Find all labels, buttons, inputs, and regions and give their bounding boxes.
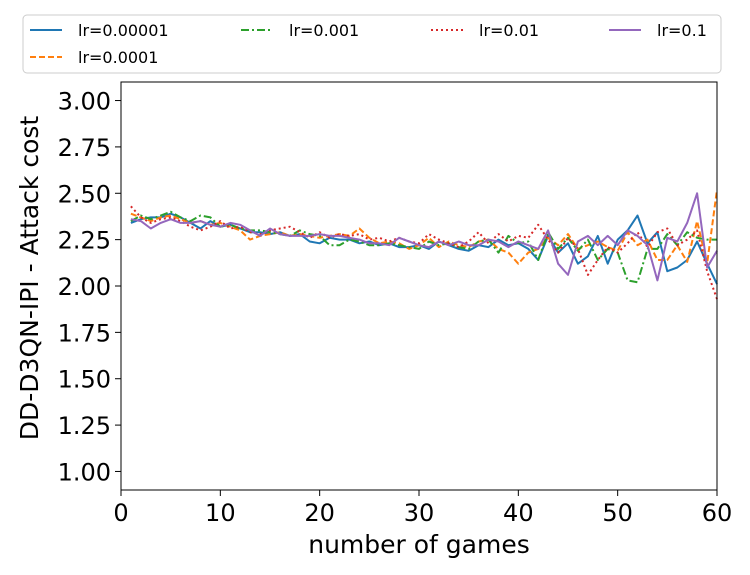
x-tick-label: 50 bbox=[602, 499, 633, 527]
legend-label-4: lr=0.1 bbox=[657, 21, 707, 40]
plot-lines bbox=[130, 189, 718, 300]
x-tick-label: 60 bbox=[702, 499, 733, 527]
x-axis: 0 10 20 30 40 50 60 bbox=[113, 490, 732, 527]
y-tick-label: 2.25 bbox=[58, 227, 111, 255]
legend-label-2: lr=0.001 bbox=[289, 21, 359, 40]
x-tick-label: 20 bbox=[304, 499, 335, 527]
series-line-4 bbox=[130, 192, 718, 282]
x-tick-label: 40 bbox=[503, 499, 534, 527]
x-tick-label: 0 bbox=[113, 499, 128, 527]
legend: lr=0.00001 lr=0.0001 lr=0.001 lr=0.01 lr=0.1 bbox=[22, 14, 722, 74]
legend-label-0: lr=0.00001 bbox=[78, 21, 169, 40]
series-line-3 bbox=[130, 205, 718, 300]
y-axis: 1.00 1.25 1.50 1.75 2.00 2.25 2.50 2.75 3.00 bbox=[58, 88, 121, 486]
x-tick-label: 10 bbox=[205, 499, 236, 527]
x-tick-label: 30 bbox=[404, 499, 435, 527]
legend-box bbox=[22, 14, 722, 74]
y-tick-label: 3.00 bbox=[58, 88, 111, 116]
y-tick-label: 2.00 bbox=[58, 273, 111, 301]
y-axis-label: DD-D3QN-IPI - Attack cost bbox=[15, 116, 44, 441]
plot-frame bbox=[120, 81, 718, 491]
y-tick-label: 1.25 bbox=[58, 412, 111, 440]
y-tick-label: 2.75 bbox=[58, 134, 111, 162]
y-tick-label: 1.50 bbox=[58, 366, 111, 394]
y-tick-label: 2.50 bbox=[58, 180, 111, 208]
y-tick-label: 1.75 bbox=[58, 319, 111, 347]
x-axis-label: number of games bbox=[308, 530, 530, 559]
y-tick-label: 1.00 bbox=[58, 458, 111, 486]
legend-label-1: lr=0.0001 bbox=[78, 48, 158, 67]
legend-label-3: lr=0.01 bbox=[479, 21, 539, 40]
